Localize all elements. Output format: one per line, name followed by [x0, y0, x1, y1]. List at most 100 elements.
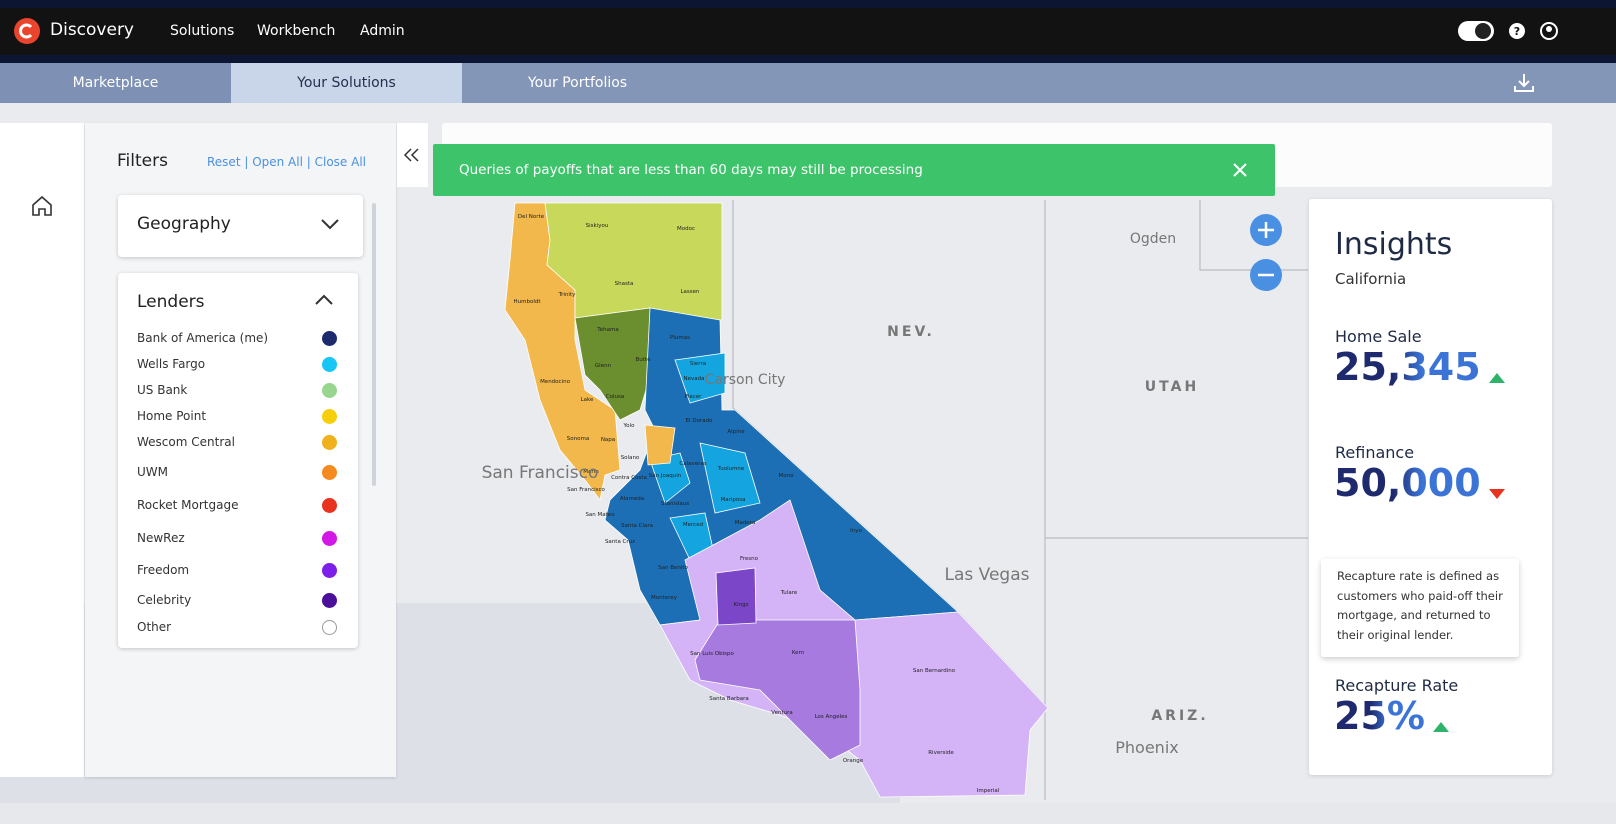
- county-label: Trinity: [558, 292, 577, 298]
- metric-label: Recapture Rate: [1335, 676, 1459, 695]
- filter-actions[interactable]: Reset | Open All | Close All: [207, 155, 366, 169]
- lenders-card: Lenders Bank of America (me) Wells Fargo U…: [118, 273, 358, 648]
- county-label: San Francisco: [567, 487, 605, 493]
- lender-name: Home Point: [137, 409, 207, 423]
- metric-value: 50,000: [1334, 461, 1481, 505]
- county-label: Riverside: [928, 750, 954, 756]
- place-label: Las Vegas: [945, 565, 1030, 585]
- county-label: Orange: [843, 758, 864, 764]
- metric-value: 25,345: [1334, 345, 1481, 389]
- lender-name: Celebrity: [137, 593, 192, 607]
- county-label: Solano: [621, 455, 640, 461]
- chevron: [321, 219, 339, 230]
- county-label: Stanislaus: [661, 501, 689, 507]
- lender-dot[interactable]: [322, 435, 337, 450]
- county-label: Tehama: [596, 327, 618, 333]
- close-icon[interactable]: [1233, 163, 1247, 177]
- scrollbar[interactable]: [372, 203, 376, 486]
- county-label: Alameda: [620, 496, 644, 502]
- county-label: Calaveras: [679, 461, 706, 467]
- tooltip-text: Recapture rate is defined as customers w…: [1337, 569, 1503, 642]
- lender-dot[interactable]: [322, 357, 337, 372]
- county-label: Fresno: [740, 556, 759, 562]
- county-label: San Benito: [658, 565, 688, 571]
- nav-bar: Discovery Solutions Workbench Admin ?: [0, 8, 1616, 55]
- county-label: Nevada: [684, 376, 705, 382]
- county-label: Sierra: [690, 361, 706, 367]
- home-icon[interactable]: [30, 194, 54, 218]
- download-icon[interactable]: [1512, 72, 1536, 94]
- insights-title: Insights: [1335, 227, 1453, 262]
- county-label: Napa: [601, 437, 615, 443]
- lender-name: Bank of America (me): [137, 331, 269, 345]
- place-label: NEV.: [887, 324, 935, 340]
- chevron[interactable]: [314, 293, 334, 307]
- place-label: San Francisco: [482, 463, 599, 483]
- lender-dot[interactable]: [322, 383, 337, 398]
- place-label: Ogden: [1130, 231, 1176, 247]
- county-label: Imperial: [977, 788, 1000, 794]
- county-label: Marin: [583, 469, 599, 475]
- county-label: Santa Cruz: [605, 539, 635, 545]
- place-label: Carson City: [705, 372, 786, 388]
- nav-item[interactable]: Admin: [360, 23, 405, 39]
- lender-dot[interactable]: [322, 620, 337, 635]
- tab[interactable]: Your Portfolios: [527, 75, 628, 91]
- lender-dot[interactable]: [322, 465, 337, 480]
- county-label: Los Angeles: [815, 714, 848, 720]
- filters-panel: Filters Reset | Open All | Close All Geo…: [85, 123, 396, 777]
- county-label: Mendocino: [540, 379, 571, 385]
- lender-name: UWM: [137, 465, 169, 479]
- region: California: [1335, 270, 1407, 288]
- place-label: Phoenix: [1115, 738, 1178, 757]
- county-label: Del Norte: [518, 214, 545, 220]
- tooltip: Recapture rate is defined as customers w…: [1321, 559, 1519, 657]
- county-label: Madera: [735, 520, 756, 526]
- lender-dot[interactable]: [322, 593, 337, 608]
- filters-title: Filters: [117, 151, 168, 171]
- nav-icons[interactable]: ?: [1456, 18, 1566, 44]
- lender-dot[interactable]: [322, 409, 337, 424]
- tab[interactable]: Your Solutions: [231, 63, 462, 103]
- place-label: ARIZ.: [1151, 708, 1208, 724]
- svg-text:?: ?: [1514, 25, 1520, 38]
- lender-name: US Bank: [137, 383, 188, 397]
- county-label: Merced: [683, 522, 703, 528]
- county-label: San Bernardino: [913, 668, 956, 674]
- county-label: San Mateo: [585, 512, 615, 518]
- place-label: UTAH: [1145, 379, 1199, 395]
- county-label: Mariposa: [721, 497, 746, 503]
- lender-dot[interactable]: [322, 531, 337, 546]
- county-label: Siskiyou: [586, 223, 609, 229]
- collapse-button[interactable]: [397, 123, 428, 187]
- strip: [0, 55, 1616, 63]
- geography-card[interactable]: Geography: [118, 195, 363, 257]
- lender-dot[interactable]: [322, 498, 337, 513]
- top-strip: [0, 0, 1616, 8]
- county-label: Glenn: [595, 363, 612, 369]
- county-label: El Dorado: [686, 418, 713, 424]
- county-label: Monterey: [651, 595, 678, 601]
- county-label: Humboldt: [513, 299, 541, 305]
- metric-value: 25%: [1334, 694, 1425, 738]
- lender-name: Wells Fargo: [137, 357, 206, 371]
- nav-item[interactable]: Solutions: [170, 23, 235, 39]
- lender-dot[interactable]: [322, 563, 337, 578]
- county-label: Yolo: [623, 423, 636, 429]
- tab[interactable]: Marketplace: [0, 63, 231, 103]
- trend-icon: [1489, 489, 1505, 499]
- county-label: Tulare: [780, 590, 798, 596]
- insights-panel: Insights California Home Sale 25,345 Refin…: [1309, 199, 1552, 775]
- county-label: Santa Barbara: [709, 696, 749, 702]
- tabs: Marketplace Your Solutions Your Portfoli…: [0, 63, 1616, 103]
- lender-name: Other: [137, 620, 172, 634]
- nav-item[interactable]: Workbench: [257, 23, 336, 39]
- lender-dot[interactable]: [322, 331, 337, 346]
- county-label: Santa Clara: [621, 523, 653, 529]
- lenders-title: Lenders: [137, 292, 205, 312]
- county-label: Modoc: [677, 226, 695, 232]
- logo: [14, 18, 40, 44]
- county-label: Tuolumne: [717, 466, 745, 472]
- lender-name: NewRez: [137, 531, 185, 545]
